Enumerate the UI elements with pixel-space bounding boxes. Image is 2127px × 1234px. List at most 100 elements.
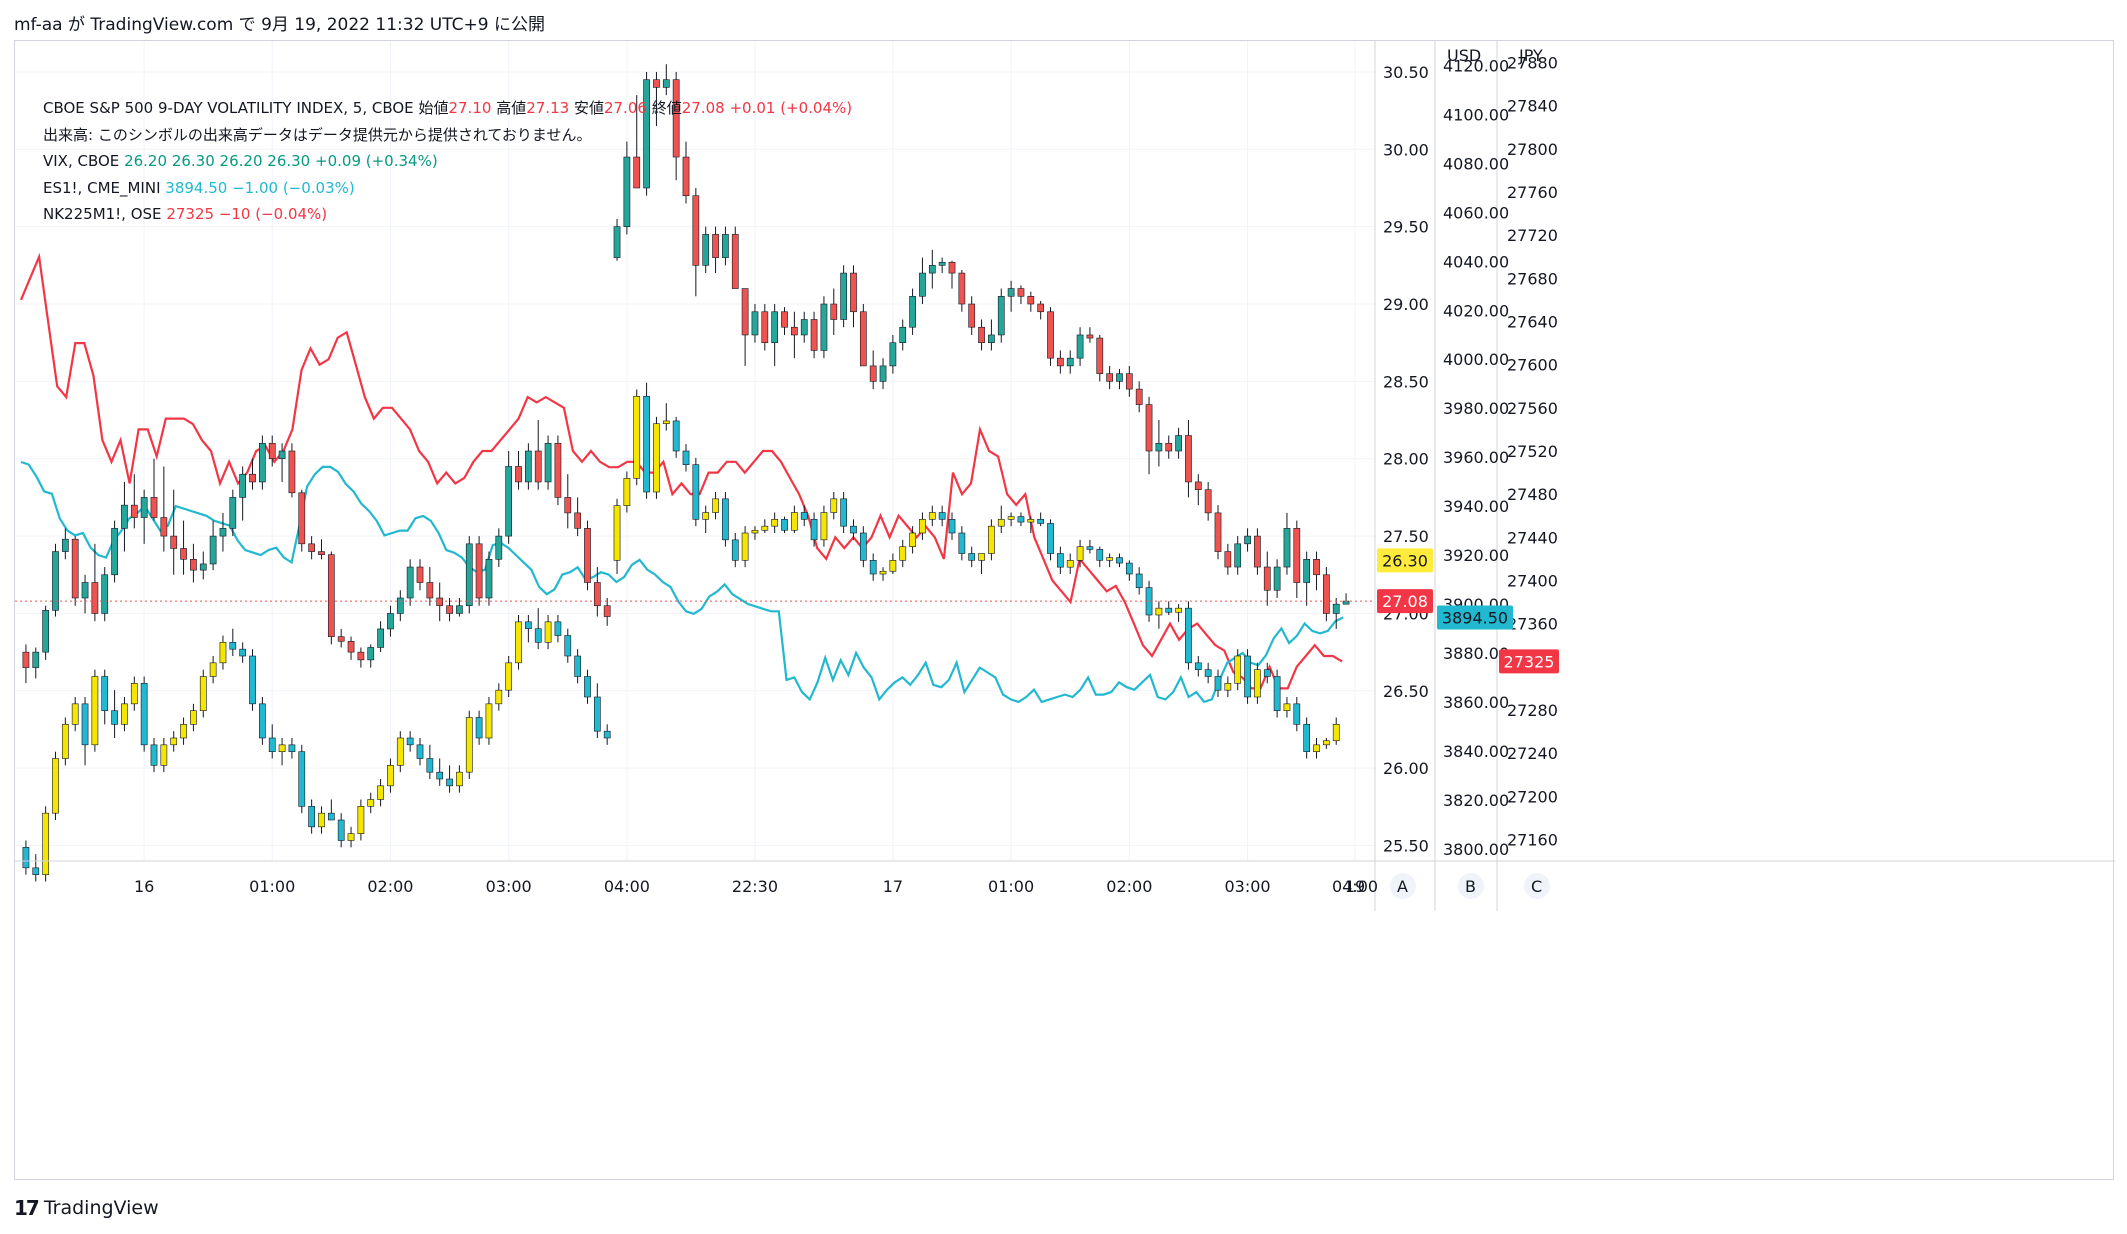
time-tick-label: 03:00: [486, 877, 532, 896]
high-value: 27.13: [526, 99, 570, 117]
usd-tick-label: 3940.00: [1443, 497, 1509, 516]
vix-candle: [1293, 703, 1301, 725]
jpy-tick-label: 27560: [1507, 399, 1558, 418]
vix9d-candle: [406, 566, 414, 599]
vix-candle: [1254, 669, 1261, 698]
legend-nk-row[interactable]: NK225M1!, OSE 27325 −10 (−0.04%): [43, 201, 852, 228]
usd-tick-label: 3860.00: [1443, 693, 1509, 712]
vix9d-candle: [692, 195, 700, 266]
vix-candle: [446, 778, 453, 787]
vix9d-candle: [1283, 528, 1291, 568]
vix9d-current-label-bg: [1377, 589, 1433, 614]
vix9d-tick-label: 27.50: [1383, 527, 1429, 546]
vix9d-candle: [781, 311, 788, 328]
vix9d-candle: [593, 582, 601, 607]
vix9d-candle: [603, 605, 611, 617]
vix-candle: [268, 737, 276, 752]
vix-candle: [731, 539, 739, 561]
tradingview-brand[interactable]: 17 TradingView: [14, 1196, 159, 1220]
vix9d-candle: [1224, 551, 1232, 568]
jpy-tick-label: 27800: [1507, 140, 1558, 159]
vix9d-candle: [426, 582, 434, 599]
vix9d-candle: [584, 528, 591, 583]
vix9d-candle: [505, 466, 513, 537]
vix-candle: [1066, 560, 1074, 568]
nk-name: NK225M1!, OSE: [43, 205, 162, 223]
vix9d-candle: [318, 551, 325, 555]
vix9d-candle: [1165, 442, 1173, 452]
vix9d-candle: [731, 234, 739, 289]
usd-tick-label: 4120.00: [1443, 56, 1509, 75]
vix-candle: [859, 532, 867, 561]
vix-candle: [1007, 516, 1015, 520]
vix9d-candle: [919, 272, 926, 297]
vix9d-candle: [791, 326, 798, 336]
usd-tick-label: 4020.00: [1443, 301, 1509, 320]
vix9d-candle: [968, 303, 976, 328]
time-tick-label: 17: [883, 877, 903, 896]
vix-candle: [160, 744, 168, 766]
es-current-label-bg: [1437, 605, 1513, 630]
vix9d-candle: [1076, 334, 1084, 359]
chart-frame[interactable]: 30.50 30.00 29.50 29.00 28.50 28.00 27.50 27.00…: [14, 40, 2115, 1181]
vix-candle: [111, 710, 118, 725]
vix9d-candle: [574, 512, 581, 529]
scale-button-label: A: [1397, 877, 1408, 896]
vix9d-candle: [1116, 373, 1123, 382]
legend-main-row[interactable]: CBOE S&P 500 9-DAY VOLATILITY INDEX, 5, …: [43, 95, 852, 122]
vix9d-candle: [997, 295, 1005, 336]
vix9d-candle: [544, 442, 552, 483]
jpy-tick-label: 27200: [1507, 787, 1558, 806]
jpy-tick-label: 27480: [1507, 485, 1558, 504]
es-name: ES1!, CME_MINI: [43, 178, 161, 197]
vix-candle: [32, 867, 40, 875]
vix9d-candle: [948, 261, 956, 274]
vix-candle: [495, 689, 503, 705]
vix9d-candle: [150, 497, 158, 518]
vix9d-candle: [909, 295, 916, 328]
close-label: 終値: [651, 99, 682, 117]
time-tick-label: 04:00: [1332, 877, 1378, 896]
scale-button-b: [1458, 873, 1484, 899]
vix-candle: [387, 765, 394, 787]
vix-candle: [997, 519, 1005, 527]
es-change: −1.00 (−0.03%): [232, 178, 355, 197]
vix9d-tick-label: 29.00: [1383, 295, 1429, 314]
time-axis[interactable]: 16 01:00 02:00 03:00 04:00 22:30 17 01:00 02:00 0…: [134, 877, 1378, 896]
vix9d-candle: [456, 605, 463, 614]
vix-candle: [347, 833, 355, 841]
vix9d-candle: [1244, 535, 1251, 545]
usd-tick-label: 3980.00: [1443, 399, 1509, 418]
vix9d-current-label: 27.08: [1382, 592, 1428, 611]
legend-es-row[interactable]: ES1!, CME_MINI 3894.50 −1.00 (−0.03%): [43, 175, 852, 202]
nk-change: −10 (−0.04%): [218, 205, 328, 223]
es-current-label: 3894.50: [1442, 608, 1508, 627]
vix-candle: [751, 529, 759, 534]
vix9d-candle: [643, 79, 650, 189]
usd-tick-label: 3920.00: [1443, 546, 1509, 565]
vix-candle: [1076, 546, 1084, 561]
chart-canvas[interactable]: 30.5030.0029.5029.0028.5028.0027.5027.00…: [15, 41, 2115, 1181]
time-tick-label: 03:00: [1225, 877, 1271, 896]
usd-tick-label: 4100.00: [1443, 105, 1509, 124]
usd-tick-label: 3800.00: [1443, 840, 1509, 859]
vix9d-candle: [1057, 357, 1064, 367]
vix-candle: [42, 812, 49, 875]
jpy-tick-label: 27240: [1507, 744, 1558, 763]
vix9d-candle: [1234, 543, 1242, 568]
vix9d-candle: [199, 563, 207, 571]
nk-current-label: 27325: [1504, 652, 1555, 671]
vix9d-candle: [160, 517, 168, 537]
vix-candle: [712, 498, 719, 513]
vix-candle: [771, 519, 779, 527]
legend-vix-row[interactable]: VIX, CBOE 26.20 26.30 26.20 26.30 +0.09 …: [43, 148, 852, 175]
jpy-tick-label: 27600: [1507, 356, 1558, 375]
vix-candle: [810, 519, 818, 541]
vix-candle: [1234, 655, 1242, 684]
vix9d-candle: [899, 326, 907, 343]
vix-candles: [22, 382, 1340, 882]
vix9d-candle: [61, 538, 69, 552]
vix-candle: [534, 628, 542, 643]
jpy-tick-label: 27360: [1507, 615, 1558, 634]
vix-candle: [1204, 669, 1212, 677]
